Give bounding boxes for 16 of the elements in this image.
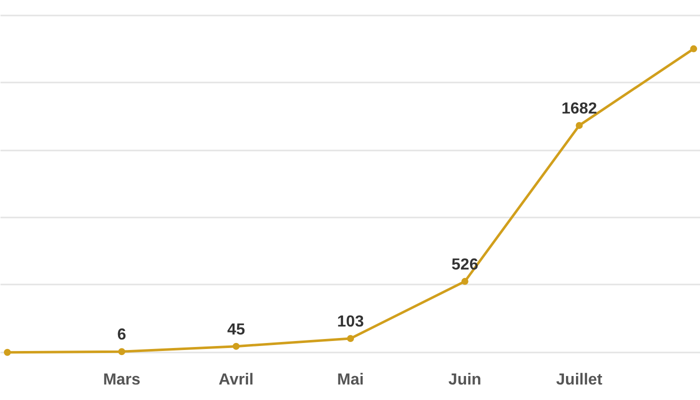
point	[118, 348, 126, 356]
x-tick-label: Mars	[103, 372, 141, 388]
data-label: 6	[117, 326, 126, 344]
point	[576, 122, 583, 129]
point	[690, 45, 698, 52]
point	[232, 342, 240, 350]
point	[4, 348, 11, 356]
x-tick-label: Juillet	[556, 372, 604, 388]
data-label: 103	[337, 314, 364, 331]
x-tick-label: Mai	[337, 372, 364, 388]
x-tick-label: Juin	[448, 372, 482, 388]
data-label: 45	[227, 321, 246, 338]
point	[461, 278, 468, 285]
point	[347, 335, 354, 342]
data-label: 1682	[561, 100, 598, 118]
x-tick-label: Avril	[218, 372, 254, 388]
